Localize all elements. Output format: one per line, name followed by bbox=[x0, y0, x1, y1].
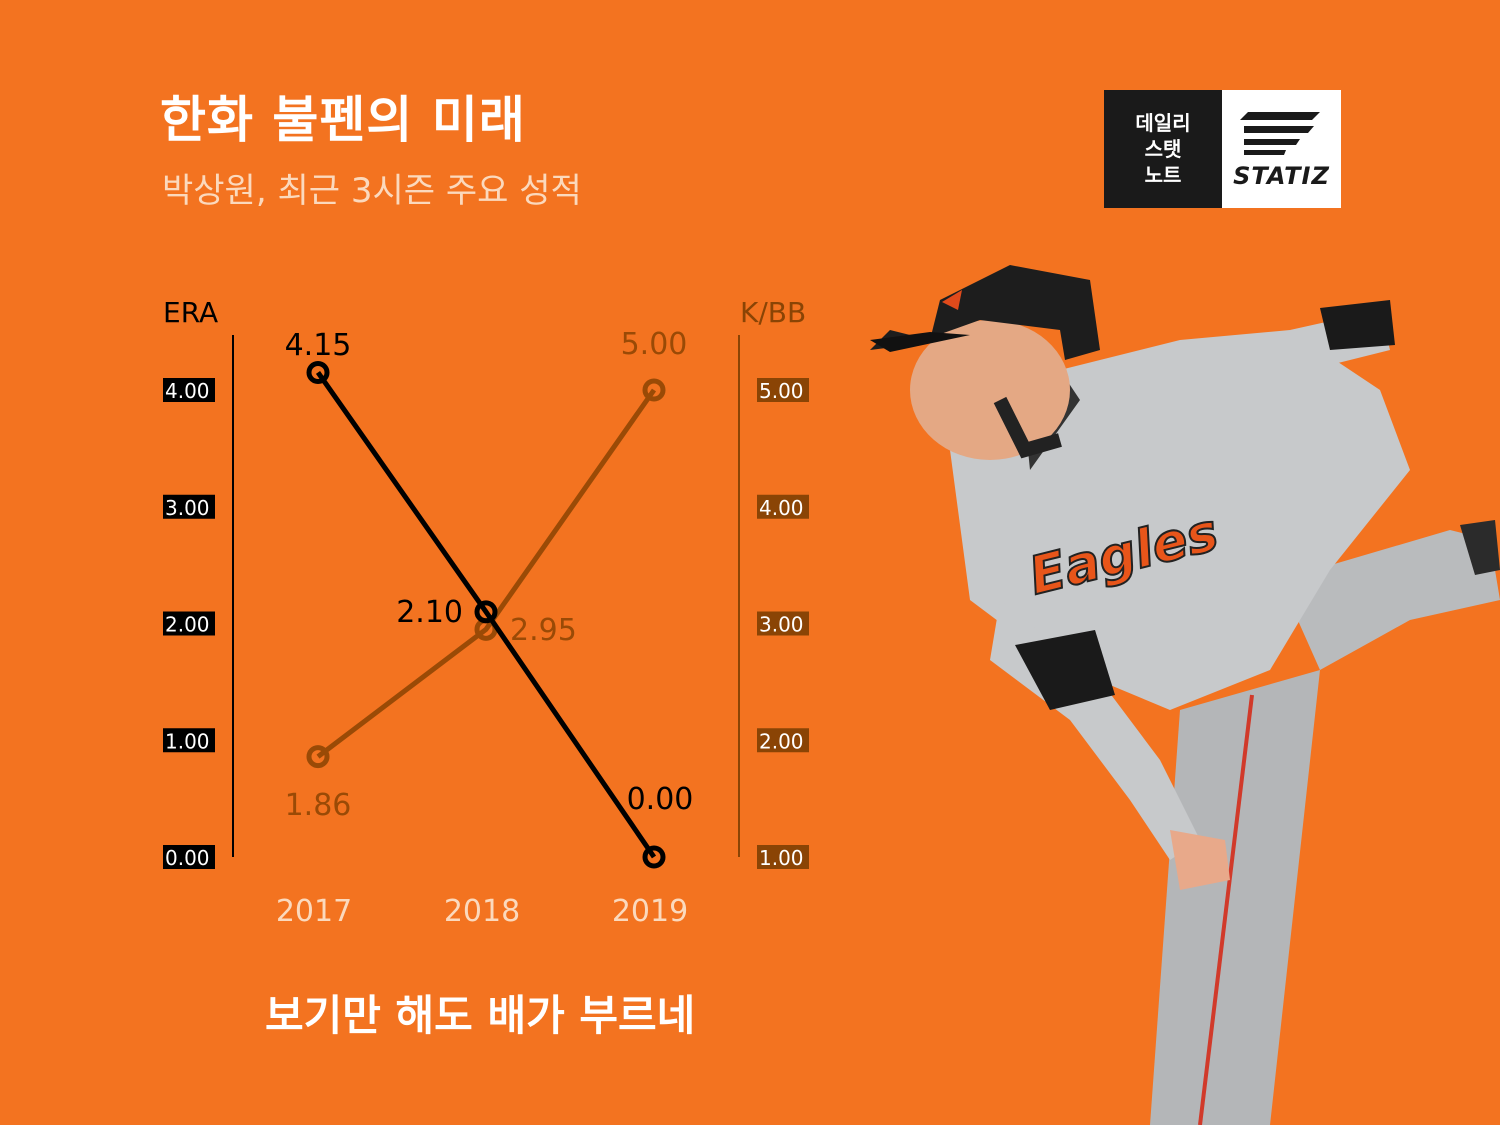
logo-line-1: 데일리 bbox=[1135, 111, 1191, 135]
kbb-tick-bg bbox=[757, 494, 809, 519]
era-tick-label: 2.00 bbox=[165, 613, 210, 637]
kbb-tick-bg bbox=[757, 611, 809, 636]
kbb-axis-label: K/BB bbox=[740, 296, 806, 329]
kbb-point bbox=[642, 378, 666, 402]
kbb-data-label: 2.95 bbox=[510, 613, 577, 648]
kbb-tick-label: 1.00 bbox=[759, 846, 804, 870]
era-axis-label: ERA bbox=[163, 296, 218, 329]
kbb-tick-label: 4.00 bbox=[759, 496, 804, 520]
kbb-tick-bg bbox=[757, 378, 809, 402]
kbb-tick-bg bbox=[757, 728, 809, 753]
era-point bbox=[306, 360, 330, 384]
era-tick-label: 1.00 bbox=[165, 729, 210, 753]
kbb-line bbox=[316, 388, 657, 759]
statiz-logo: 데일리 스탯 노트 STATIZ bbox=[1104, 90, 1341, 208]
statiz-brand-box: STATIZ bbox=[1222, 90, 1341, 208]
era-tick-bg bbox=[163, 378, 215, 402]
kbb-tick-bg bbox=[757, 845, 809, 869]
era-kbb-line-chart: ERA K/BB 0.00 1.00 2.00 3.00 4.00 1.00 2.00 3.00 4… bbox=[163, 296, 809, 929]
kbb-data-label: 1.86 bbox=[285, 788, 352, 823]
era-line bbox=[315, 371, 657, 859]
era-tick-bg bbox=[163, 728, 215, 753]
era-data-label: 4.15 bbox=[285, 328, 352, 363]
chart-caption: 보기만 해도 배가 부르네 bbox=[265, 991, 696, 1040]
era-tick-label: 0.00 bbox=[165, 846, 210, 870]
era-point bbox=[474, 600, 498, 624]
kbb-tick-label: 2.00 bbox=[759, 729, 804, 753]
era-data-label: 0.00 bbox=[627, 782, 694, 817]
era-point bbox=[642, 845, 666, 869]
page-subtitle: 박상원, 최근 3시즌 주요 성적 bbox=[162, 171, 582, 211]
statiz-stripes-icon bbox=[1240, 112, 1320, 155]
x-tick-label: 2017 bbox=[276, 894, 352, 929]
era-tick-bg bbox=[163, 611, 215, 636]
kbb-tick-label: 3.00 bbox=[759, 613, 804, 637]
era-tick-label: 4.00 bbox=[165, 379, 210, 403]
kbb-data-label: 5.00 bbox=[621, 327, 688, 362]
statiz-brand-text: STATIZ bbox=[1233, 162, 1330, 190]
page-title: 한화 불펜의 미래 bbox=[160, 91, 526, 149]
kbb-point bbox=[306, 745, 330, 769]
logo-line-2: 스탯 bbox=[1144, 137, 1182, 161]
era-tick-bg bbox=[163, 845, 215, 869]
daily-stat-note-badge: 데일리 스탯 노트 bbox=[1104, 90, 1222, 208]
logo-line-3: 노트 bbox=[1144, 163, 1182, 187]
era-tick-label: 3.00 bbox=[165, 496, 210, 520]
kbb-tick-label: 5.00 bbox=[759, 379, 804, 403]
era-tick-bg bbox=[163, 494, 215, 519]
pitcher-photo: Eagles bbox=[870, 265, 1500, 1125]
era-data-label: 2.10 bbox=[396, 595, 463, 630]
x-tick-label: 2019 bbox=[612, 894, 688, 929]
x-tick-label: 2018 bbox=[444, 894, 520, 929]
